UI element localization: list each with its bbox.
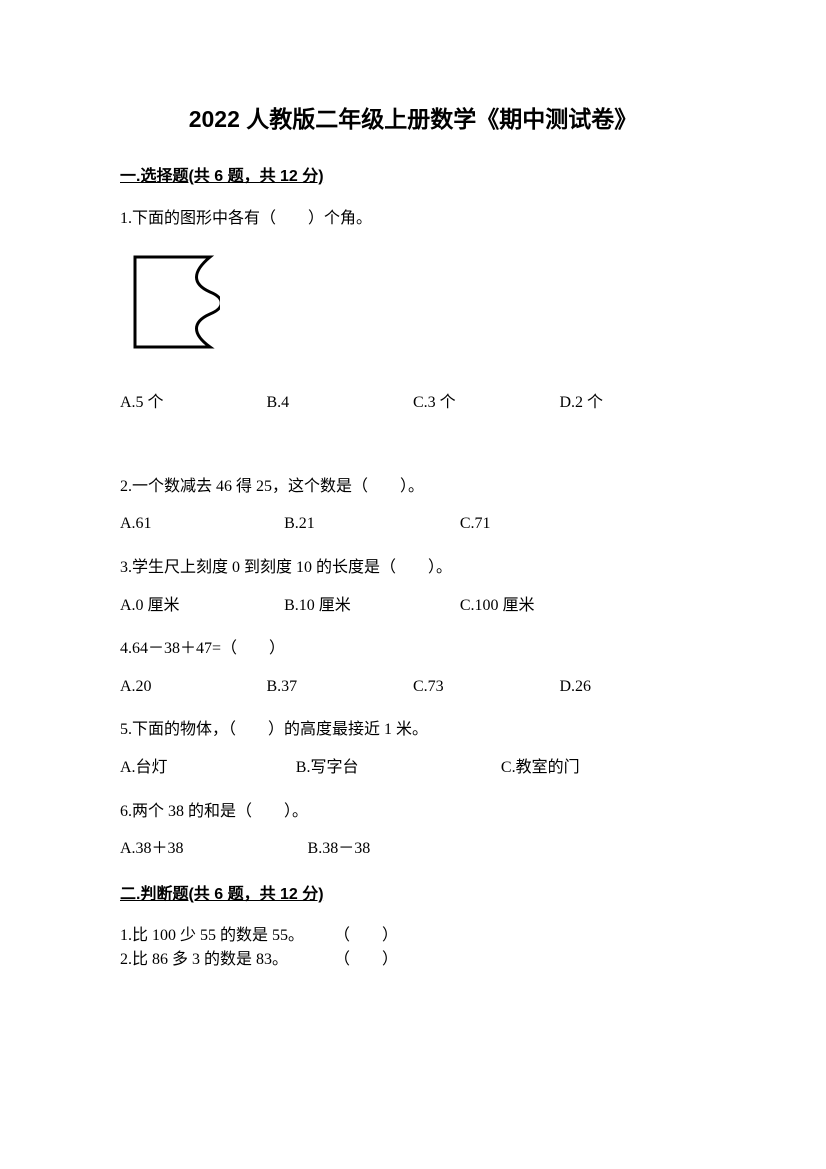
q1-optB: B.4 — [267, 390, 414, 416]
question-5: 5.下面的物体，（ ）的高度最接近 1 米。 A.台灯 B.写字台 C.教室的门 — [120, 717, 706, 780]
question-1: 1.下面的图形中各有（ ）个角。 A.5 个 B.4 C.3 个 D.2 个 — [120, 206, 706, 416]
q5-optA: A.台灯 — [120, 755, 296, 781]
q2-optA: A.61 — [120, 511, 284, 537]
tf-q1-text: 1.比 100 少 55 的数是 55。 — [120, 924, 330, 948]
q1-optD: D.2 个 — [560, 390, 707, 416]
q3-text: 3.学生尺上刻度 0 到刻度 10 的长度是（ ）。 — [120, 555, 706, 581]
q4-optD: D.26 — [560, 674, 707, 700]
q3-optA: A.0 厘米 — [120, 593, 284, 619]
tf-q1: 1.比 100 少 55 的数是 55。 （ ） — [120, 924, 706, 948]
q5-optB: B.写字台 — [296, 755, 501, 781]
tf-q2: 2.比 86 多 3 的数是 83。 （ ） — [120, 948, 706, 972]
q2-optB: B.21 — [284, 511, 460, 537]
q6-optA: A.38＋38 — [120, 836, 308, 862]
q2-optC: C.71 — [460, 511, 636, 537]
question-4: 4.64－38＋47=（ ） A.20 B.37 C.73 D.26 — [120, 636, 706, 699]
q1-optA: A.5 个 — [120, 390, 267, 416]
q2-options: A.61 B.21 C.71 — [120, 511, 706, 537]
tf-q1-paren: （ ） — [334, 924, 398, 948]
tf-q2-text: 2.比 86 多 3 的数是 83。 — [120, 948, 330, 972]
q3-optB: B.10 厘米 — [284, 593, 460, 619]
q6-text: 6.两个 38 的和是（ ）。 — [120, 799, 706, 825]
q1-optC: C.3 个 — [413, 390, 560, 416]
q4-options: A.20 B.37 C.73 D.26 — [120, 674, 706, 700]
q1-shape — [130, 252, 706, 361]
q6-options: A.38＋38 B.38－38 — [120, 836, 706, 862]
question-6: 6.两个 38 的和是（ ）。 A.38＋38 B.38－38 — [120, 799, 706, 862]
q1-text: 1.下面的图形中各有（ ）个角。 — [120, 206, 706, 232]
q2-text: 2.一个数减去 46 得 25，这个数是（ ）。 — [120, 474, 706, 500]
q1-options: A.5 个 B.4 C.3 个 D.2 个 — [120, 390, 706, 416]
section1-header: 一.选择题(共 6 题，共 12 分) — [120, 162, 706, 186]
q4-optC: C.73 — [413, 674, 560, 700]
q4-optB: B.37 — [267, 674, 414, 700]
q5-optC: C.教室的门 — [501, 755, 677, 781]
q6-optB: B.38－38 — [308, 836, 496, 862]
q3-options: A.0 厘米 B.10 厘米 C.100 厘米 — [120, 593, 706, 619]
q4-optA: A.20 — [120, 674, 267, 700]
tf-q2-paren: （ ） — [334, 948, 398, 972]
page-title: 2022 人教版二年级上册数学《期中测试卷》 — [120, 100, 706, 134]
section2-header: 二.判断题(共 6 题，共 12 分) — [120, 880, 706, 904]
question-2: 2.一个数减去 46 得 25，这个数是（ ）。 A.61 B.21 C.71 — [120, 474, 706, 537]
question-3: 3.学生尺上刻度 0 到刻度 10 的长度是（ ）。 A.0 厘米 B.10 厘… — [120, 555, 706, 618]
q3-optC: C.100 厘米 — [460, 593, 636, 619]
q4-text: 4.64－38＋47=（ ） — [120, 636, 706, 662]
q5-options: A.台灯 B.写字台 C.教室的门 — [120, 755, 706, 781]
q5-text: 5.下面的物体，（ ）的高度最接近 1 米。 — [120, 717, 706, 743]
